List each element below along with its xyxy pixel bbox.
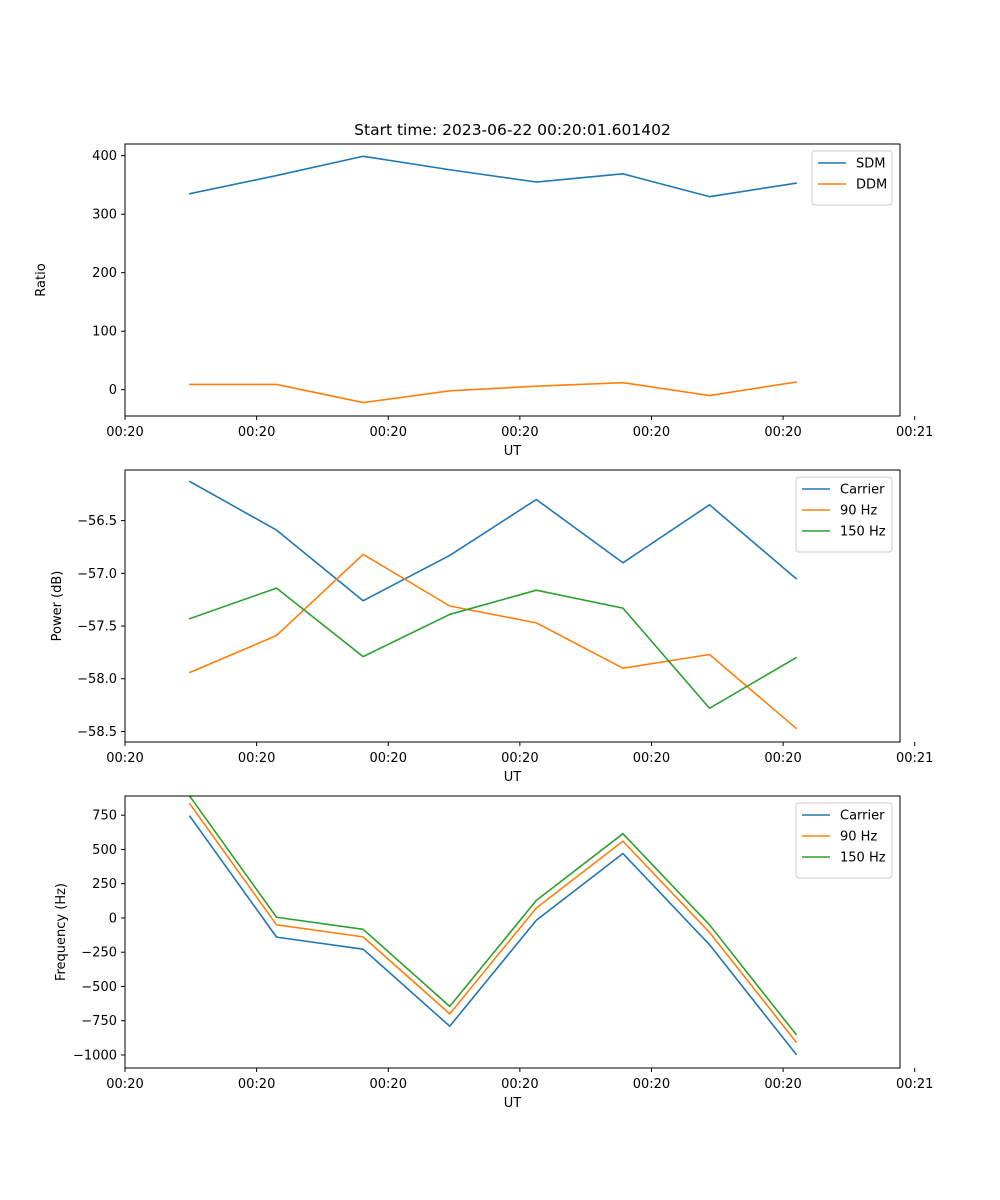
x-tick-label: 00:20 xyxy=(764,425,801,440)
legend-entry: 90 Hz xyxy=(840,830,877,845)
x-tick-label: 00:20 xyxy=(764,1077,801,1092)
y-tick-label: 400 xyxy=(92,149,117,164)
chart-panel-3: 00:20 00:20 00:20 00:20 00:20 00:20 00:21 −1000… xyxy=(54,795,933,1111)
plot-frame xyxy=(124,795,901,1069)
x-tick-label: 00:20 xyxy=(370,751,407,766)
legend-box xyxy=(795,476,893,553)
x-tick-label: 00:20 xyxy=(370,425,407,440)
y-tick-label: 250 xyxy=(92,877,117,892)
x-axis-label: UT xyxy=(504,770,522,785)
chart-title: Start time: 2023-06-22 00:20:01.601402 xyxy=(354,121,671,139)
x-tick-label: 00:20 xyxy=(633,425,670,440)
y-axis-label: Frequency (Hz) xyxy=(54,883,69,981)
x-tick-label: 00:20 xyxy=(238,425,275,440)
y-tick-label: −57.5 xyxy=(77,620,117,635)
chart-panel-2: 00:20 00:20 00:20 00:20 00:20 00:20 00:21 −58.5… xyxy=(50,469,933,785)
y-tick-label: −250 xyxy=(81,946,117,961)
x-tick-label: 00:20 xyxy=(764,751,801,766)
y-axis-label: Ratio xyxy=(34,263,49,296)
x-tick-label: 00:20 xyxy=(501,751,538,766)
plot-frame xyxy=(124,469,901,743)
y-tick-label: 750 xyxy=(92,809,117,824)
x-tick-label: 00:20 xyxy=(370,1077,407,1092)
series-line-carrier xyxy=(188,480,798,602)
y-tick-label: 0 xyxy=(109,383,117,398)
y-tick-label: 300 xyxy=(92,208,117,223)
x-tick-label: 00:20 xyxy=(238,751,275,766)
legend-entry: 150 Hz xyxy=(840,851,886,866)
series-line-150-hz xyxy=(188,587,798,710)
x-tick-label: 00:21 xyxy=(896,1077,933,1092)
y-tick-label: −58.5 xyxy=(77,725,117,740)
x-tick-label: 00:20 xyxy=(106,1077,143,1092)
chart-panel-1: Start time: 2023-06-22 00:20:01.60140200… xyxy=(34,121,933,459)
y-tick-label: −500 xyxy=(81,980,117,995)
series-line-carrier xyxy=(188,815,798,1056)
legend: Carrier 90 Hz 150 Hz xyxy=(795,476,893,553)
y-tick-label: 200 xyxy=(92,266,117,281)
x-axis-label: UT xyxy=(504,1096,522,1111)
legend: Carrier 90 Hz 150 Hz xyxy=(795,802,893,879)
series-line-150-hz xyxy=(188,795,798,1036)
y-tick-label: 100 xyxy=(92,325,117,340)
plot-frame xyxy=(124,143,901,417)
x-tick-label: 00:20 xyxy=(106,425,143,440)
legend-entry: 90 Hz xyxy=(840,504,877,519)
x-axis-label: UT xyxy=(504,444,522,459)
y-tick-label: 500 xyxy=(92,843,117,858)
legend-entry: Carrier xyxy=(840,809,885,824)
legend: SDM DDM xyxy=(811,150,893,206)
y-tick-label: −1000 xyxy=(73,1048,117,1063)
y-axis-label: Power (dB) xyxy=(50,571,65,642)
x-tick-label: 00:20 xyxy=(501,1077,538,1092)
legend-box xyxy=(795,802,893,879)
legend-entry: SDM xyxy=(856,157,885,172)
y-tick-label: 0 xyxy=(109,911,117,926)
legend-entry: 150 Hz xyxy=(840,525,886,540)
series-line-sdm xyxy=(188,155,798,198)
y-tick-label: −57.0 xyxy=(77,567,117,582)
series-line-ddm xyxy=(189,381,798,404)
x-tick-label: 00:21 xyxy=(896,751,933,766)
x-tick-label: 00:21 xyxy=(896,425,933,440)
legend-entry: Carrier xyxy=(840,483,885,498)
y-tick-label: −56.5 xyxy=(77,514,117,529)
y-tick-label: −750 xyxy=(81,1014,117,1029)
x-tick-label: 00:20 xyxy=(633,751,670,766)
series-line-90-hz xyxy=(188,553,798,730)
x-tick-label: 00:20 xyxy=(238,1077,275,1092)
x-tick-label: 00:20 xyxy=(501,425,538,440)
x-tick-label: 00:20 xyxy=(633,1077,670,1092)
series-line-90-hz xyxy=(188,802,798,1044)
y-tick-label: −58.0 xyxy=(77,672,117,687)
legend-entry: DDM xyxy=(856,178,887,193)
x-tick-label: 00:20 xyxy=(106,751,143,766)
legend-box xyxy=(811,150,893,206)
